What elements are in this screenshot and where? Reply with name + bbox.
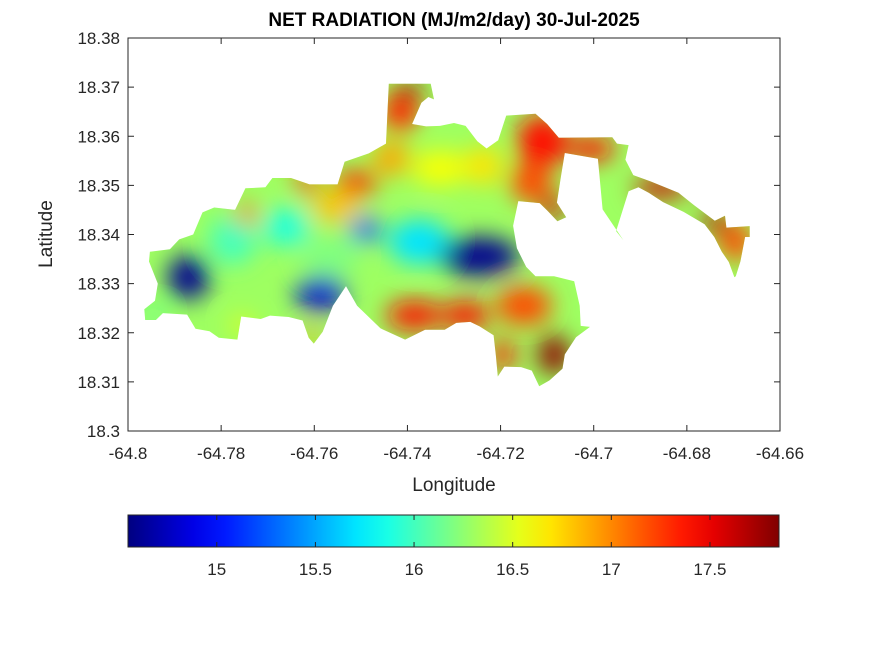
y-tick-label: 18.37 xyxy=(77,78,120,97)
x-axis: -64.8 -64.78 -64.76 -64.74 -64.72 -64.7 -64.68… xyxy=(109,38,804,463)
colorbar-tick-label: 15 xyxy=(207,560,226,579)
field-blob xyxy=(412,150,468,186)
field-blob xyxy=(295,276,347,311)
field-blob xyxy=(235,205,259,225)
field-blob xyxy=(335,170,378,196)
x-tick-label: -64.76 xyxy=(290,444,338,463)
x-tick-label: -64.66 xyxy=(756,444,804,463)
field-blob xyxy=(388,219,450,264)
field-blob xyxy=(372,141,410,176)
colorbar-tick-label: 17 xyxy=(602,560,621,579)
field-blob xyxy=(302,236,359,277)
colorbar xyxy=(127,514,780,548)
x-tick-label: -64.78 xyxy=(197,444,245,463)
y-tick-label: 18.34 xyxy=(77,226,120,245)
x-tick-label: -64.68 xyxy=(663,444,711,463)
field-blob xyxy=(537,335,571,375)
y-axis: 18.3 18.31 18.32 18.33 18.34 18.35 18.36 18.37 1… xyxy=(77,29,780,441)
field-blob xyxy=(209,214,257,264)
x-tick-label: -64.72 xyxy=(476,444,524,463)
field-blob xyxy=(465,146,503,186)
field-blob xyxy=(509,163,552,203)
colorbar-tick-label: 16 xyxy=(405,560,424,579)
x-tick-label: -64.74 xyxy=(383,444,431,463)
colorbar-tick-label: 16.5 xyxy=(496,560,529,579)
field-blob xyxy=(386,300,443,331)
field-blob xyxy=(395,83,424,97)
field-blob xyxy=(263,207,310,247)
field-blob xyxy=(440,236,520,277)
chart-title: NET RADIATION (MJ/m2/day) 30-Jul-2025 xyxy=(268,10,640,31)
field-blob xyxy=(167,255,210,300)
field-blob xyxy=(442,300,489,331)
colorbar-tick-label: 17.5 xyxy=(693,560,726,579)
y-tick-label: 18.36 xyxy=(77,127,120,146)
y-tick-label: 18.31 xyxy=(77,373,120,392)
field-blob xyxy=(309,192,361,223)
y-tick-label: 18.33 xyxy=(77,275,120,294)
field-blob xyxy=(381,92,420,132)
field-blob xyxy=(349,217,382,242)
x-axis-label: Longitude xyxy=(412,475,495,496)
y-axis-label: Latitude xyxy=(36,200,57,268)
y-tick-label: 18.38 xyxy=(77,29,120,48)
colorbar-ticks: 15 15.5 16 16.5 17 17.5 xyxy=(207,515,727,579)
x-tick-label: -64.7 xyxy=(574,444,613,463)
field-blob xyxy=(568,136,615,161)
y-tick-label: 18.3 xyxy=(87,422,120,441)
x-tick-label: -64.8 xyxy=(109,444,148,463)
field-blob xyxy=(491,340,515,370)
field-blob xyxy=(495,286,552,326)
colorbar-tick-label: 15.5 xyxy=(299,560,332,579)
y-tick-label: 18.32 xyxy=(77,324,120,343)
y-tick-label: 18.35 xyxy=(77,176,120,195)
